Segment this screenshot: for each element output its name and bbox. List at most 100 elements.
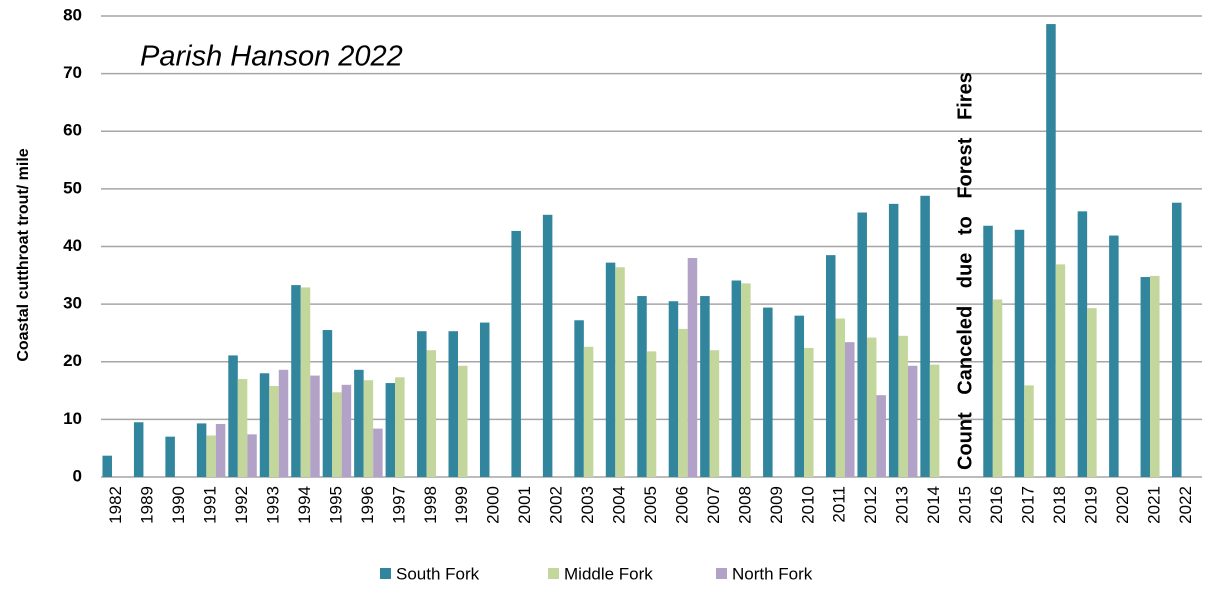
x-tick-label: 2000 xyxy=(484,486,503,524)
bar xyxy=(687,258,698,477)
x-tick-label: 2005 xyxy=(641,486,660,524)
x-tick-label: 2015 xyxy=(956,486,975,524)
bar xyxy=(102,455,112,477)
x-tick-label: 2017 xyxy=(1018,486,1037,524)
bar xyxy=(929,364,940,477)
bar xyxy=(668,301,679,477)
bar xyxy=(731,280,742,477)
y-tick-label: 40 xyxy=(63,236,82,255)
x-tick-label: 2013 xyxy=(893,486,912,524)
bar xyxy=(206,435,216,477)
bar xyxy=(322,330,333,477)
bar xyxy=(709,350,720,477)
bar xyxy=(417,331,427,477)
x-tick-label: 1995 xyxy=(326,486,345,524)
bar xyxy=(983,225,993,477)
bar xyxy=(426,350,437,477)
x-tick-label: 2007 xyxy=(704,486,723,524)
x-tick-label: 2011 xyxy=(830,486,849,523)
y-axis-label: Coastal cutthroat trout/ mile xyxy=(15,148,32,361)
x-tick-label: 1993 xyxy=(263,486,282,524)
x-tick-label: 1999 xyxy=(452,486,471,524)
bar xyxy=(448,331,459,477)
bar xyxy=(605,262,616,477)
bar xyxy=(857,212,867,477)
bar xyxy=(876,395,886,477)
bar xyxy=(763,307,773,477)
bar xyxy=(835,318,845,477)
bar xyxy=(269,385,279,477)
bar xyxy=(700,296,710,477)
bar xyxy=(247,434,257,477)
annotation: Count Canceled due to Forest Fires xyxy=(954,72,976,470)
bar xyxy=(395,377,405,477)
x-tick-label: 1998 xyxy=(421,486,440,524)
x-tick-label: 1997 xyxy=(389,486,408,524)
x-tick-label: 2001 xyxy=(515,486,534,524)
legend-swatch xyxy=(380,568,391,579)
x-tick-label: 1996 xyxy=(358,486,377,524)
bar xyxy=(1140,277,1151,477)
y-tick-label: 0 xyxy=(73,466,82,485)
bar xyxy=(646,351,657,477)
x-tick-label: 1990 xyxy=(169,486,188,524)
x-tick-label: 1991 xyxy=(201,486,220,524)
bar xyxy=(794,315,805,477)
y-tick-label: 70 xyxy=(63,63,82,82)
bar xyxy=(373,428,383,477)
bar xyxy=(310,375,320,477)
x-tick-label: 1982 xyxy=(106,486,125,524)
bar xyxy=(1172,202,1182,477)
annotation: Parish Hanson 2022 xyxy=(140,41,403,73)
bar xyxy=(637,296,647,477)
bar xyxy=(825,255,836,477)
bar xyxy=(363,380,374,477)
bar xyxy=(844,342,855,477)
x-tick-label: 2016 xyxy=(987,486,1006,524)
bar xyxy=(678,328,688,477)
x-tick-label: 2019 xyxy=(1081,486,1100,524)
y-tick-label: 60 xyxy=(63,121,82,140)
bar xyxy=(196,423,207,477)
x-tick-label: 2006 xyxy=(672,486,691,524)
bar xyxy=(300,287,311,477)
x-tick-label: 1992 xyxy=(232,486,251,524)
bar xyxy=(907,365,918,477)
bar xyxy=(259,373,270,477)
x-tick-label: 2021 xyxy=(1144,486,1163,524)
bar xyxy=(291,285,301,477)
bar xyxy=(1024,385,1034,477)
bar xyxy=(1077,211,1088,477)
y-tick-label: 10 xyxy=(63,409,82,428)
legend-swatch xyxy=(548,568,559,579)
x-tick-label: 2012 xyxy=(861,486,880,524)
x-tick-label: 2002 xyxy=(547,486,566,524)
x-tick-label: 2008 xyxy=(735,486,754,524)
legend-label: Middle Fork xyxy=(564,564,653,583)
legend-label: North Fork xyxy=(732,564,813,583)
bar xyxy=(278,369,289,477)
bar xyxy=(1087,308,1097,477)
bar xyxy=(479,322,490,477)
bar xyxy=(866,337,877,477)
bar xyxy=(1046,24,1056,477)
x-tick-label: 2014 xyxy=(924,486,943,524)
bar xyxy=(804,347,814,477)
x-tick-label: 2018 xyxy=(1050,486,1069,524)
x-tick-label: 2009 xyxy=(767,486,786,524)
x-tick-label: 1989 xyxy=(138,486,157,524)
x-tick-label: 2010 xyxy=(798,486,817,524)
bar xyxy=(1055,264,1066,477)
x-tick-label: 2020 xyxy=(1113,486,1132,524)
bar xyxy=(542,214,553,477)
bar xyxy=(1109,235,1119,477)
bar xyxy=(898,335,908,477)
y-tick-label: 30 xyxy=(63,294,82,313)
y-tick-label: 20 xyxy=(63,351,82,370)
legend-swatch xyxy=(716,568,727,579)
bar xyxy=(237,379,248,477)
bar xyxy=(458,365,468,477)
bar xyxy=(332,392,342,477)
bar xyxy=(920,195,930,478)
